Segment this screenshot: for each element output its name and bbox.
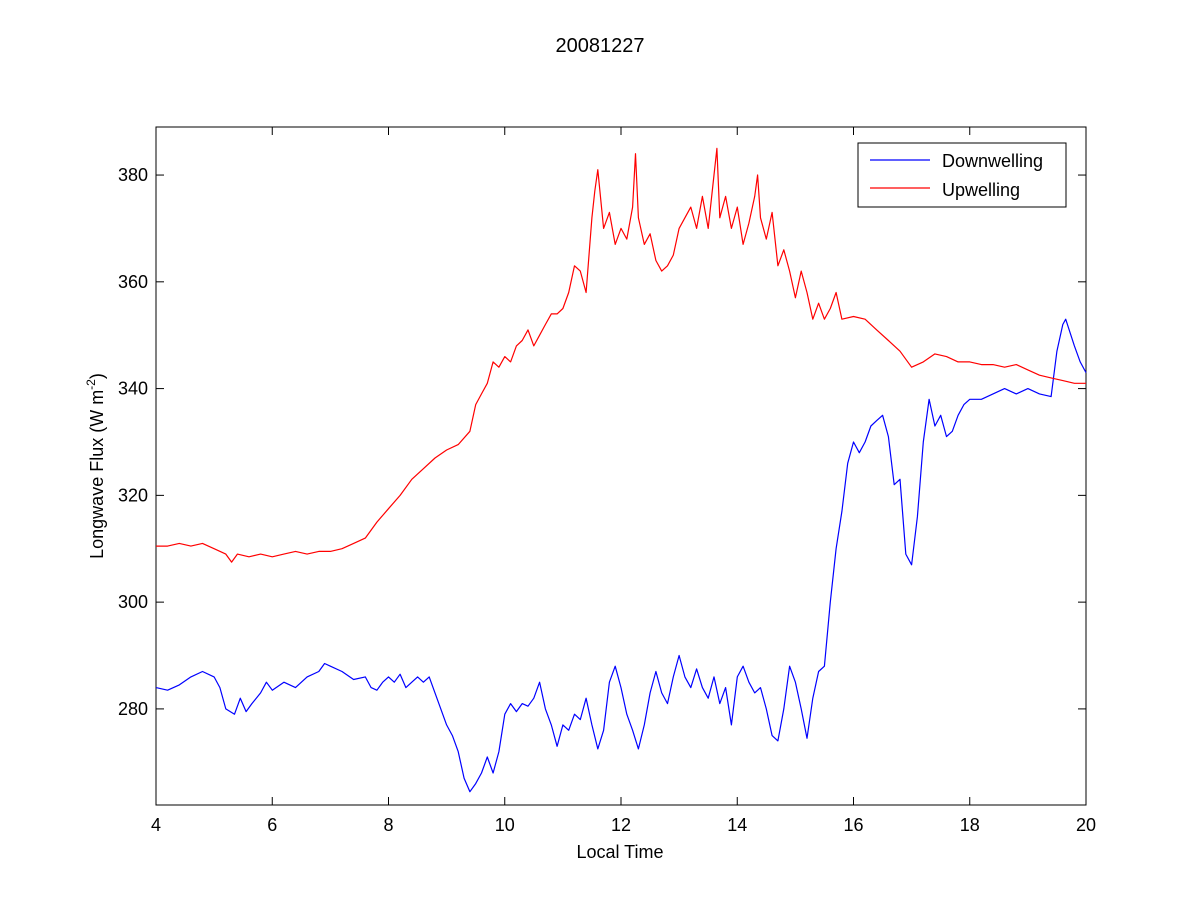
series-line-downwelling <box>155 318 1087 793</box>
y-tick-label: 380 <box>118 165 148 185</box>
y-tick-label: 360 <box>118 272 148 292</box>
legend-box <box>857 142 1067 208</box>
chart-title: 20081227 <box>556 35 645 57</box>
plot-area <box>155 126 1087 806</box>
x-tick-label: 18 <box>960 815 980 835</box>
legend-label-upwelling: Upwelling <box>942 180 1020 200</box>
y-tick-label: 280 <box>118 699 148 719</box>
y-axis: 280 300 320 340 360 380 <box>118 165 1086 719</box>
x-tick-label: 10 <box>495 815 515 835</box>
x-axis: 4 6 8 10 12 14 16 18 20 <box>151 127 1096 835</box>
x-tick-label: 14 <box>727 815 747 835</box>
y-axis-label-main: Longwave Flux (W m <box>87 390 107 559</box>
x-tick-label: 20 <box>1076 815 1096 835</box>
y-axis-label-close: ) <box>87 373 107 379</box>
y-axis-label: Longwave Flux (W m-2) <box>84 373 107 559</box>
x-tick-label: 4 <box>151 815 161 835</box>
x-tick-label: 8 <box>383 815 393 835</box>
y-tick-label: 300 <box>118 592 148 612</box>
y-tick-label: 320 <box>118 485 148 505</box>
series-layer <box>155 147 1087 793</box>
x-axis-label: Local Time <box>576 842 663 862</box>
legend: Downwelling Upwelling <box>857 142 1067 208</box>
legend-label-downwelling: Downwelling <box>942 151 1043 171</box>
y-axis-label-superscript: -2 <box>84 379 98 390</box>
x-tick-label: 6 <box>267 815 277 835</box>
x-tick-label: 16 <box>843 815 863 835</box>
x-tick-label: 12 <box>611 815 631 835</box>
series-line-upwelling <box>156 147 1086 563</box>
y-tick-label: 340 <box>118 379 148 399</box>
